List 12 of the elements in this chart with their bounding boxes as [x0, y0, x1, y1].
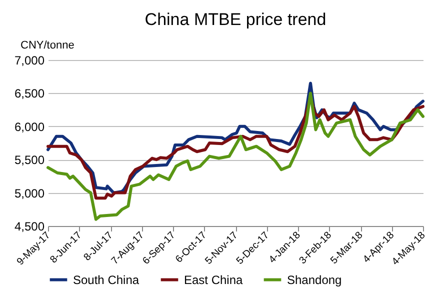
y-tick-label: 5,500 [14, 153, 45, 168]
legend-label: Shandong [287, 272, 342, 287]
y-tick-label: 6,000 [14, 120, 45, 134]
y-tick-label: 4,500 [14, 220, 45, 234]
chart-title: China MTBE price trend [144, 10, 326, 29]
line-series [46, 92, 424, 221]
y-tick-label: 5,000 [14, 186, 45, 200]
legend-label: South China [73, 272, 140, 287]
y-tick-label: 7,000 [14, 54, 45, 68]
legend-label: East China [184, 272, 244, 287]
y-tick-label: 6,500 [14, 86, 45, 101]
y-axis-title: CNY/tonne [20, 40, 74, 52]
